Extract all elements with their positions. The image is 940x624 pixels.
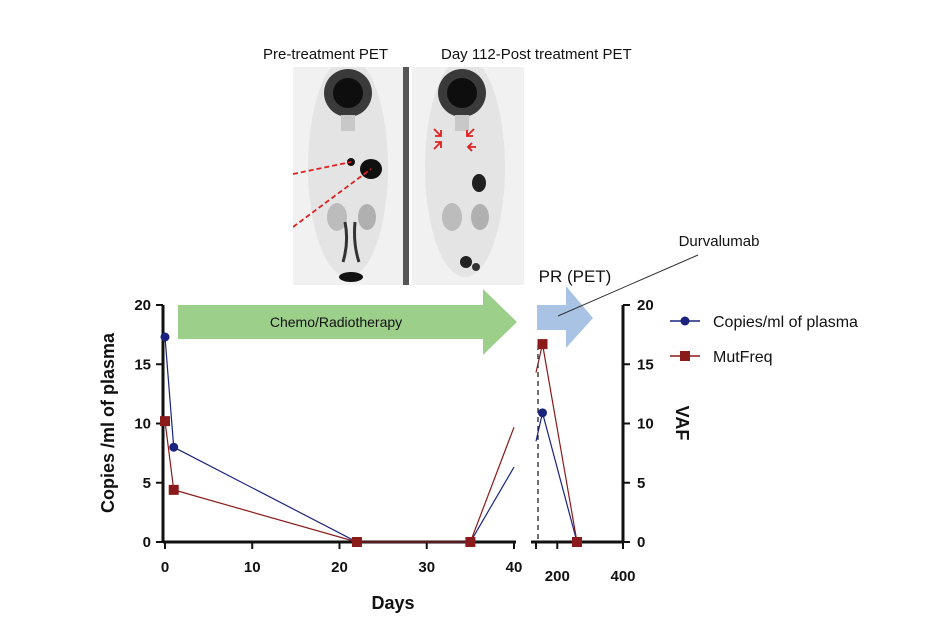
- data-point-copies: [169, 442, 179, 452]
- pet-divider: [403, 67, 409, 285]
- legend: Copies/ml of plasma MutFreq: [670, 314, 858, 366]
- durvalumab-label: Durvalumab: [679, 233, 760, 250]
- durvalumab-pointer-line: [557, 254, 699, 317]
- pet-title-pre: Pre-treatment PET: [263, 46, 389, 63]
- x-tick-label: 40: [506, 559, 523, 576]
- data-point-mutfreq: [351, 537, 362, 547]
- x-tick-label: 10: [244, 559, 261, 576]
- data-point-copies: [160, 332, 170, 342]
- series-line-copies: [164, 336, 515, 543]
- series-line-copies-late: [535, 412, 578, 543]
- pr-pet-arrow: [537, 286, 593, 348]
- y-axis-title-right: VAF: [672, 406, 692, 441]
- chemo-radiotherapy-label: Chemo/Radiotherapy: [270, 314, 402, 330]
- data-point-copies: [538, 408, 547, 418]
- y-tick-label-right: 5: [637, 475, 645, 492]
- data-point-mutfreq: [572, 537, 582, 547]
- x-tick-label: 30: [418, 559, 435, 576]
- data-point-mutfreq: [465, 537, 476, 547]
- y-tick-label-left: 15: [134, 356, 151, 373]
- x-tick-label: 20: [331, 559, 348, 576]
- x-tick-label: 400: [610, 568, 635, 585]
- y-tick-label-right: 0: [637, 534, 645, 551]
- y-tick-label-right: 20: [637, 297, 654, 314]
- data-point-mutfreq: [537, 339, 548, 350]
- data-point-mutfreq: [168, 484, 179, 495]
- legend-marker-copies: [680, 316, 690, 326]
- x-tick-label: 200: [545, 568, 570, 585]
- y-tick-label-right: 10: [637, 416, 654, 433]
- series-line-mutfreq-late: [535, 343, 578, 543]
- pet-title-post: Day 112-Post treatment PET: [441, 46, 632, 63]
- y-tick-label-left: 0: [143, 534, 151, 551]
- chemo-radiotherapy-arrow: [178, 289, 517, 355]
- y-axis-title-left: Copies /ml of plasma: [98, 332, 118, 513]
- y-tick-label-left: 5: [143, 475, 151, 492]
- legend-label-copies: Copies/ml of plasma: [713, 314, 858, 331]
- x-axis-title: Days: [371, 593, 414, 613]
- pr-pet-label: PR (PET): [539, 267, 612, 286]
- series-line-mutfreq: [164, 421, 515, 543]
- y-tick-label-left: 20: [134, 297, 151, 314]
- legend-label-mutfreq: MutFreq: [713, 349, 773, 366]
- x-tick-label: 0: [161, 559, 169, 576]
- y-tick-label-right: 15: [637, 356, 654, 373]
- pet-image-pre-treatment: [293, 67, 405, 285]
- y-tick-label-left: 10: [134, 416, 151, 433]
- pet-image-post-treatment: [412, 67, 524, 285]
- data-point-mutfreq: [160, 416, 170, 427]
- legend-marker-mutfreq: [680, 351, 690, 361]
